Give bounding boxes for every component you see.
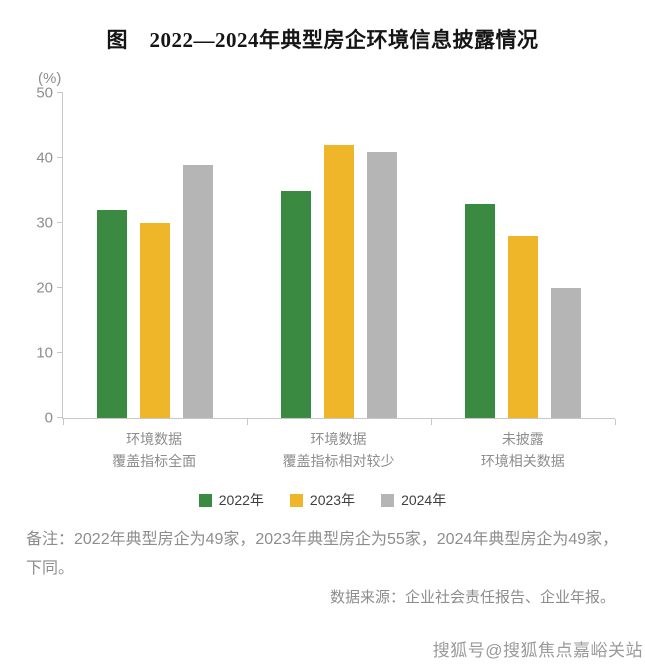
x-axis-label-2: 环境数据覆盖指标相对较少 — [246, 429, 430, 472]
y-tick-label-0: 0 — [44, 409, 53, 427]
x-axis-label-line: 未披露 — [501, 431, 544, 447]
legend-label: 2024年 — [401, 492, 447, 509]
bar-2024年-group2 — [367, 151, 397, 418]
x-axis-label-line: 环境数据 — [126, 431, 183, 447]
bar-2023年-group3 — [508, 236, 538, 418]
y-tick-mark — [57, 352, 63, 353]
legend-item-2023年: 2023年 — [289, 490, 356, 510]
y-tick-label-20: 20 — [36, 279, 53, 297]
y-tick-label-10: 10 — [36, 344, 53, 362]
chart-area: 0 10 20 30 40 50 — [36, 86, 616, 426]
bar-2023年-group1 — [140, 223, 170, 418]
bar-2023年-group2 — [324, 145, 354, 418]
bar-group-3 — [431, 93, 615, 418]
legend-swatch — [198, 493, 212, 507]
x-axis-label-line: 覆盖指标全面 — [112, 452, 197, 469]
legend-item-2024年: 2024年 — [381, 490, 446, 510]
bar-2022年-group1 — [97, 210, 127, 418]
x-tick-mark — [615, 419, 616, 425]
source-text: 数据来源：企业社会责任报告、企业年报。 — [329, 588, 615, 606]
plot-area: 0 10 20 30 40 50 — [36, 86, 616, 426]
legend-label: 2022年 — [218, 492, 264, 509]
x-axis-label-line: 环境相关数据 — [480, 452, 565, 469]
legend-swatch — [381, 493, 395, 507]
legend-item-2022年: 2022年 — [198, 490, 264, 510]
y-tick-mark — [57, 417, 63, 418]
watermark-text: 搜狐号@搜狐焦点嘉峪关站 — [432, 641, 643, 660]
x-axis-labels: 环境数据 覆盖指标全面 环境数据 覆盖指标相对较少 未披露 环境相关数据 — [62, 429, 615, 472]
note-text: 备注：2022年典型房企为49家，2023年典型房企为55家，2024年典型房企… — [26, 531, 619, 578]
bar-group-1 — [63, 93, 247, 418]
bar-group-2 — [247, 93, 431, 418]
legend-label: 2023年 — [309, 492, 356, 509]
y-tick-label-40: 40 — [36, 149, 53, 167]
legend-swatch — [289, 493, 303, 507]
legend: 2022年 2023年 2024年 — [0, 490, 645, 510]
bar-2024年-group3 — [551, 288, 581, 418]
y-axis-unit-label: (%) — [38, 70, 62, 87]
x-tick-mark — [63, 419, 64, 425]
bar-2022年-group3 — [465, 203, 495, 418]
y-tick-mark — [57, 157, 63, 158]
x-axis-label-line: 环境数据 — [310, 431, 367, 447]
y-tick-mark — [57, 222, 63, 223]
x-tick-mark — [431, 419, 432, 425]
y-tick-mark — [57, 92, 63, 93]
x-axis-label-3: 未披露 环境相关数据 — [431, 429, 615, 472]
y-tick-label-50: 50 — [36, 84, 53, 102]
x-axis-label-line: 覆盖指标相对较少 — [282, 452, 395, 469]
chart-title: 图 2022—2024年典型房企环境信息披露情况 — [106, 28, 539, 52]
x-axis-label-1: 环境数据覆盖指标全面 — [62, 429, 246, 472]
y-tick-label-30: 30 — [36, 214, 53, 232]
y-tick-mark — [57, 287, 63, 288]
x-tick-mark — [246, 419, 248, 425]
bar-2022年-group2 — [281, 190, 311, 418]
bar-2024年-group1 — [183, 164, 213, 418]
